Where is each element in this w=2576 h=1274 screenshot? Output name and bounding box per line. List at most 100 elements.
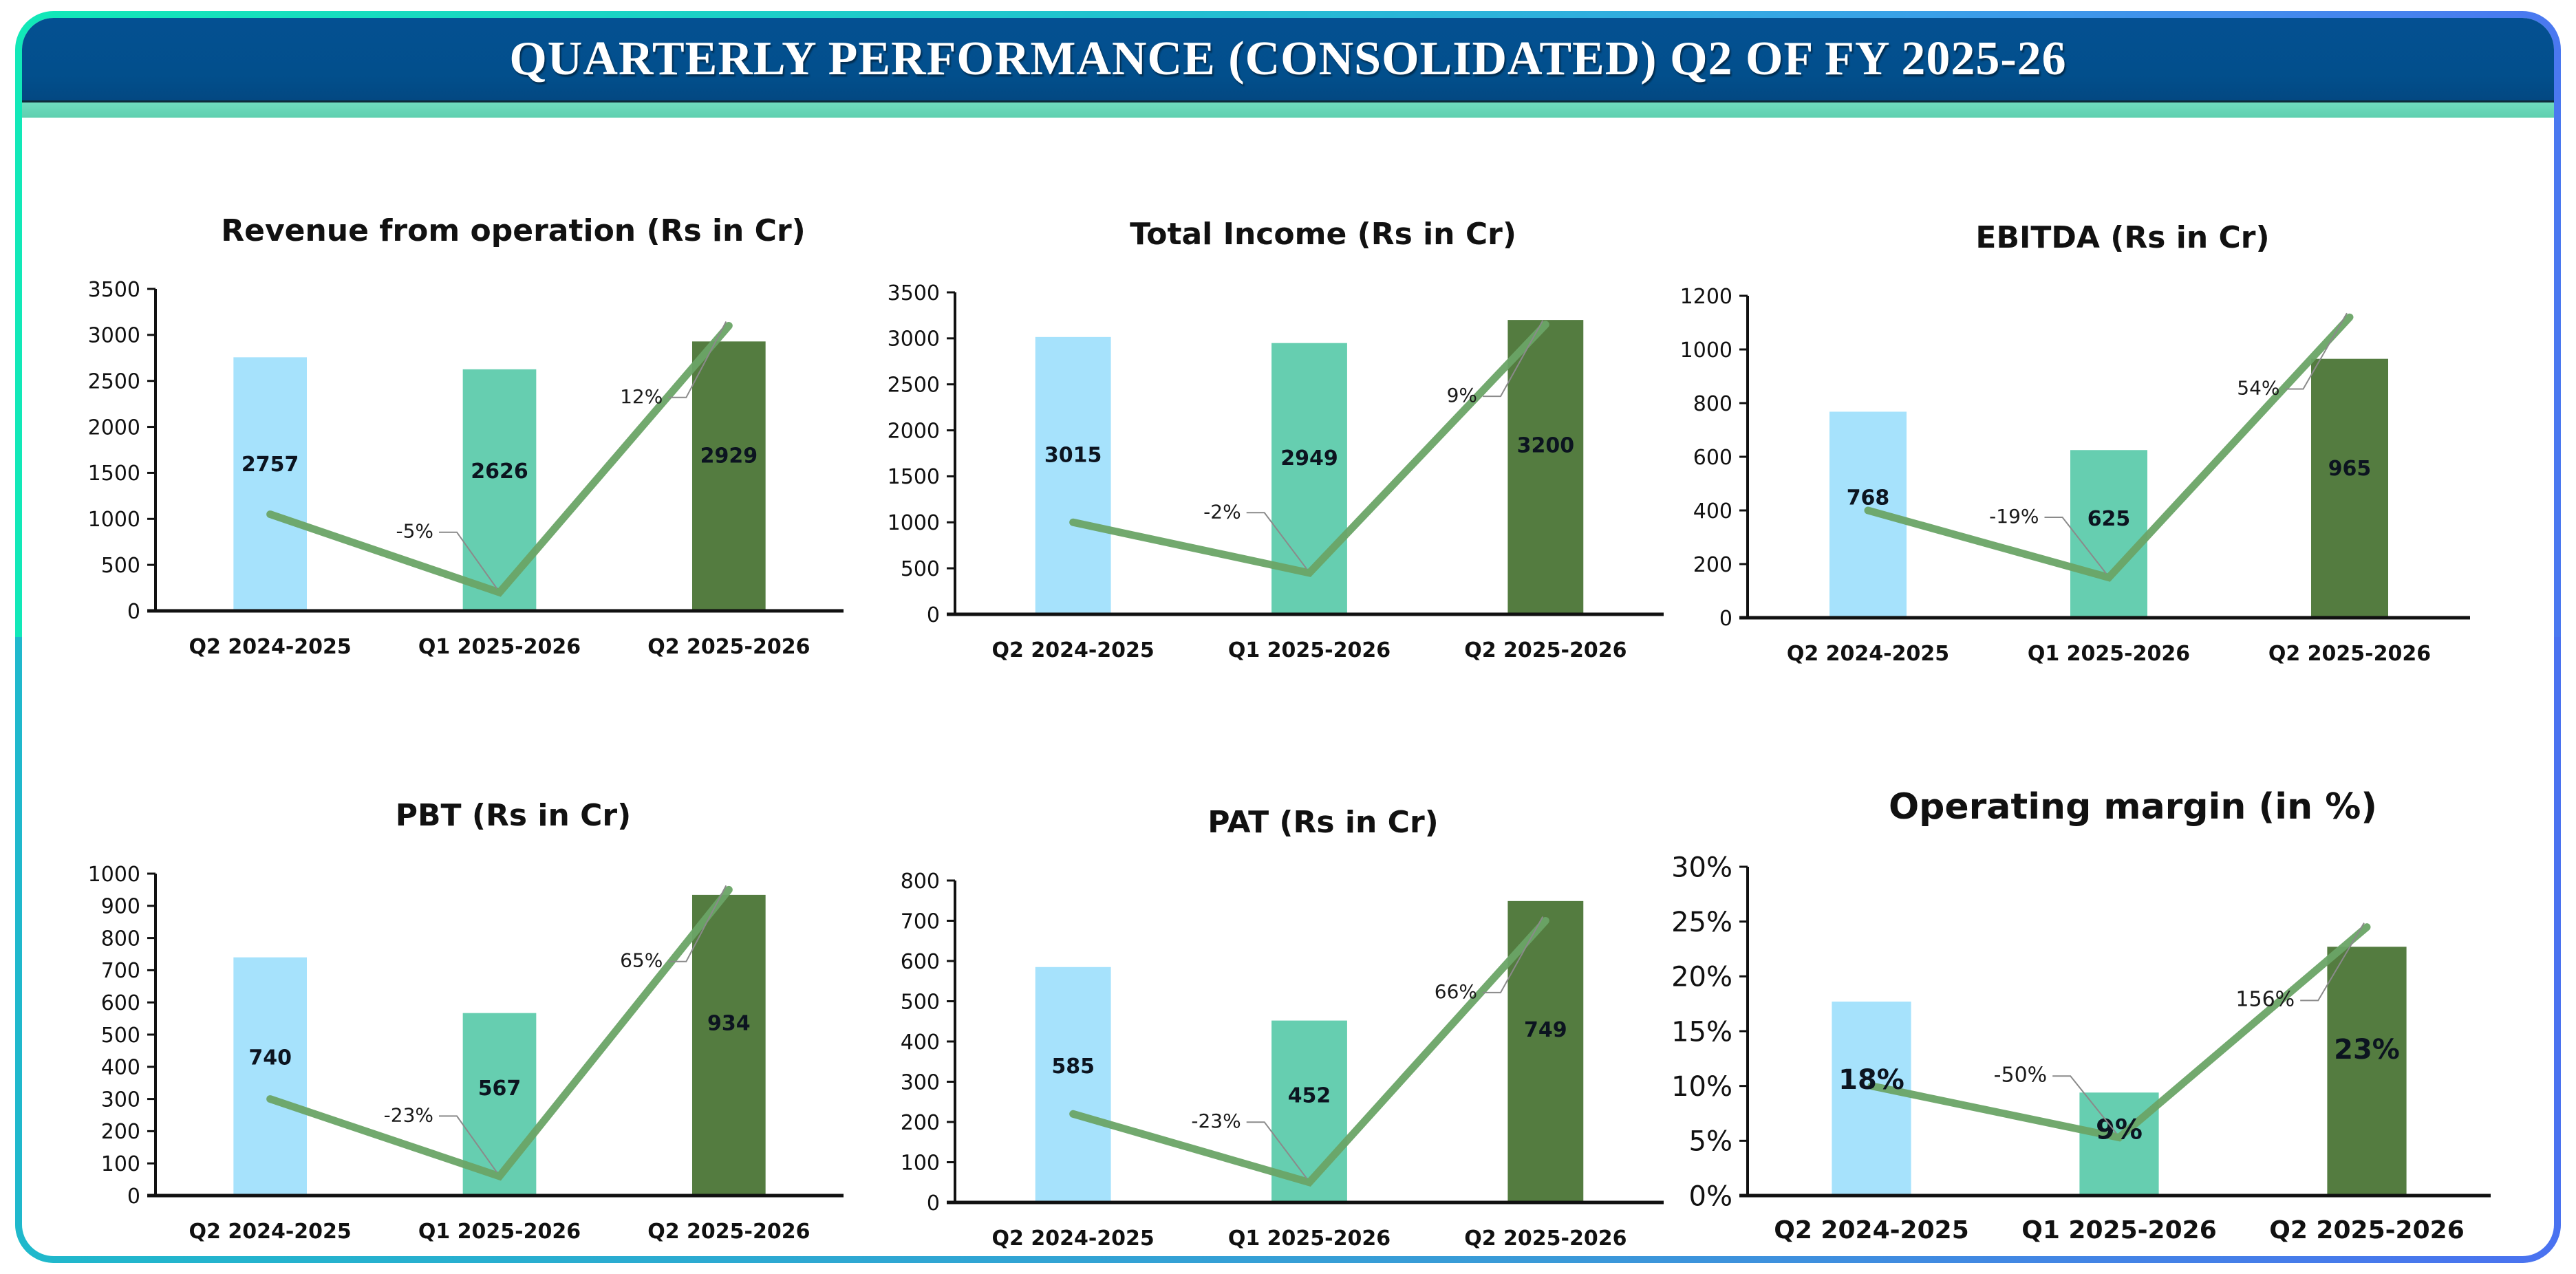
- y-tick-label: 15%: [1671, 1016, 1732, 1048]
- x-category-label: Q2 2024-2025: [992, 638, 1155, 662]
- y-tick-label: 0: [127, 1185, 140, 1209]
- y-tick-label: 3500: [888, 281, 940, 305]
- bar: [1035, 967, 1111, 1202]
- y-tick-label: 400: [901, 1030, 940, 1055]
- y-tick-label: 900: [101, 895, 140, 919]
- bar-value-label: 3015: [1044, 443, 1102, 467]
- y-tick-label: 500: [901, 990, 940, 1014]
- bar: [1507, 320, 1584, 614]
- y-tick-label: 1500: [88, 462, 140, 486]
- y-tick-label: 3000: [888, 327, 940, 352]
- growth-percent-label: -50%: [1994, 1063, 2048, 1087]
- y-tick-label: 0: [927, 1191, 940, 1216]
- chart-operating-margin: Operating margin (in %) 0% 5% 10% 15% 20% 25% 3…: [1658, 784, 2504, 1259]
- y-tick-label: 200: [901, 1111, 940, 1135]
- bar-value-label: 18%: [1838, 1064, 1904, 1096]
- header-accent-band: [22, 102, 2554, 118]
- y-tick-label: 0: [927, 603, 940, 627]
- bar: [233, 957, 307, 1196]
- leader-line: [439, 1115, 497, 1173]
- x-category-label: Q2 2025-2026: [647, 635, 810, 659]
- y-tick-label: 500: [101, 1024, 140, 1048]
- growth-percent-label: 66%: [1435, 980, 1477, 1003]
- bar: [692, 341, 766, 611]
- y-tick-label: 100: [101, 1152, 140, 1176]
- x-category-label: Q2 2025-2026: [2269, 1216, 2465, 1244]
- trend-line: [1069, 321, 1549, 577]
- y-tick-label: 400: [101, 1056, 140, 1080]
- bar: [692, 894, 766, 1196]
- leader-line: [668, 321, 727, 398]
- y-tick-label: 200: [101, 1120, 140, 1144]
- trend-line: [266, 321, 733, 597]
- leader-line: [1246, 1121, 1307, 1179]
- growth-percent-label: 65%: [620, 949, 663, 972]
- bar-value-label: 2929: [700, 444, 758, 468]
- leader-line: [1483, 320, 1544, 398]
- trend-line: [1864, 313, 2354, 582]
- y-tick-label: 500: [901, 557, 940, 581]
- y-tick-label: 1000: [888, 511, 940, 535]
- chart-title: EBITDA (Rs in Cr): [1975, 220, 2269, 255]
- y-tick-label: 0: [1719, 607, 1732, 631]
- y-tick-label: 0: [127, 600, 140, 624]
- chart-title: PBT (Rs in Cr): [396, 798, 631, 833]
- growth-percent-label: 54%: [2237, 377, 2279, 400]
- growth-percent-label: -19%: [1989, 505, 2039, 528]
- leader-line: [2044, 516, 2107, 574]
- leader-line: [2300, 922, 2365, 1002]
- y-tick-label: 800: [101, 927, 140, 951]
- chart-svg: EBITDA (Rs in Cr) 0 200 400 600 800 1000 1200 Q2…: [1680, 220, 2470, 666]
- chart-total-income: Total Income (Rs in Cr) 0 500 1000 1500 2000 2…: [866, 210, 1677, 678]
- x-category-label: Q2 2025-2026: [1464, 1227, 1627, 1251]
- leader-line: [2052, 1075, 2117, 1134]
- bar-value-label: 585: [1051, 1055, 1095, 1079]
- y-tick-label: 3500: [88, 278, 140, 302]
- x-category-label: Q2 2024-2025: [992, 1227, 1155, 1251]
- growth-percent-label: -23%: [1191, 1110, 1241, 1132]
- x-category-label: Q2 2024-2025: [1787, 642, 1949, 666]
- bar-value-label: 567: [478, 1077, 522, 1101]
- x-category-label: Q1 2025-2026: [2021, 1216, 2217, 1244]
- y-tick-label: 300: [101, 1088, 140, 1112]
- y-tick-label: 500: [101, 554, 140, 578]
- y-tick-label: 1500: [888, 465, 940, 489]
- y-tick-label: 30%: [1671, 852, 1732, 883]
- trend-line: [266, 885, 733, 1181]
- y-tick-label: 1000: [88, 863, 140, 887]
- y-tick-label: 600: [1693, 446, 1732, 470]
- bar-value-label: 2757: [242, 453, 299, 477]
- growth-percent-label: -5%: [396, 520, 433, 543]
- trend-line: [1069, 917, 1549, 1187]
- bar-value-label: 965: [2328, 457, 2372, 481]
- growth-percent-label: 12%: [620, 385, 663, 408]
- x-category-label: Q1 2025-2026: [418, 1220, 581, 1244]
- y-tick-label: 700: [901, 909, 940, 933]
- bar: [1832, 1001, 1911, 1196]
- bar: [2079, 1092, 2159, 1196]
- y-tick-label: 200: [1693, 553, 1732, 577]
- chart-title: PAT (Rs in Cr): [1208, 805, 1439, 840]
- x-category-label: Q2 2025-2026: [1464, 638, 1627, 662]
- bar: [233, 357, 307, 611]
- growth-percent-label: -23%: [384, 1103, 433, 1126]
- x-category-label: Q2 2024-2025: [189, 635, 352, 659]
- chart-svg: Operating margin (in %) 0% 5% 10% 15% 20% 25% 3…: [1671, 786, 2491, 1244]
- bar-value-label: 625: [2087, 507, 2131, 531]
- chart-revenue: Revenue from operation (Rs in Cr) 0 500 100…: [66, 206, 857, 674]
- bar-value-label: 3200: [1517, 434, 1575, 458]
- y-tick-label: 0%: [1689, 1180, 1732, 1212]
- y-tick-label: 800: [1693, 392, 1732, 416]
- x-category-label: Q2 2024-2025: [189, 1220, 352, 1244]
- bar-value-label: 23%: [2334, 1034, 2400, 1066]
- bar-value-label: 740: [248, 1046, 292, 1070]
- chart-title: Operating margin (in %): [1889, 786, 2377, 828]
- chart-pat: PAT (Rs in Cr) 0 100 200 300 400 500 600 700 800 Q…: [866, 798, 1677, 1266]
- bar: [1035, 336, 1111, 614]
- y-tick-label: 600: [901, 950, 940, 974]
- x-category-label: Q1 2025-2026: [1228, 1227, 1391, 1251]
- bar-value-label: 934: [707, 1012, 751, 1036]
- y-tick-label: 1000: [1680, 338, 1732, 363]
- y-tick-label: 5%: [1689, 1126, 1732, 1158]
- bar-value-label: 9%: [2096, 1114, 2143, 1146]
